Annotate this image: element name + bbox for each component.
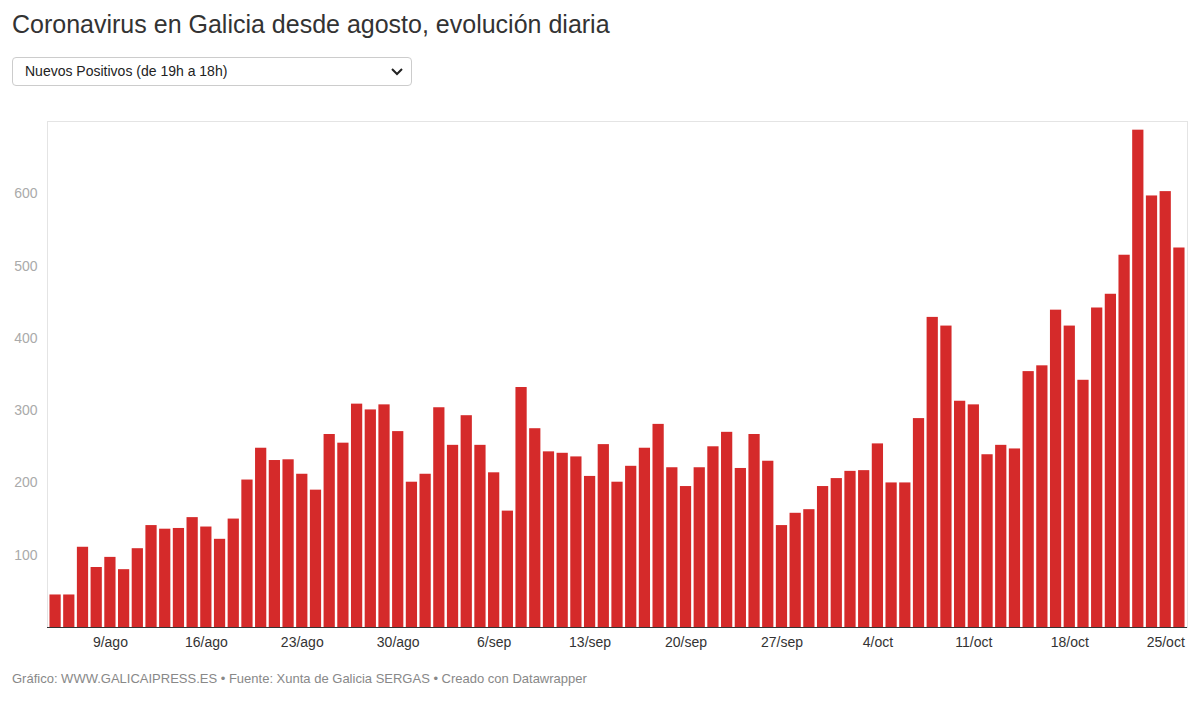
svg-text:18/oct: 18/oct <box>1051 634 1089 650</box>
svg-text:6/sep: 6/sep <box>477 634 511 650</box>
svg-text:23/ago: 23/ago <box>281 634 324 650</box>
html-text:Gráfico: WWW.GALICAIPRESS.ES •: Gráfico: WWW.GALICAIPRESS.ES • Fuente: X… <box>12 671 587 686</box>
svg-text:600: 600 <box>14 185 38 201</box>
svg-text:200: 200 <box>14 474 38 490</box>
html-text:Coronavirus en Galicia desde a: Coronavirus en Galicia desde agosto, evo… <box>12 10 610 38</box>
svg-text:300: 300 <box>14 402 38 418</box>
svg-text:100: 100 <box>14 547 38 563</box>
svg-text:30/ago: 30/ago <box>377 634 420 650</box>
svg-text:20/sep: 20/sep <box>665 634 707 650</box>
svg-text:16/ago: 16/ago <box>185 634 228 650</box>
svg-text:11/oct: 11/oct <box>955 634 992 650</box>
svg-text:13/sep: 13/sep <box>569 634 611 650</box>
svg-text:9/ago: 9/ago <box>93 634 128 650</box>
svg-text:25/oct: 25/oct <box>1147 634 1185 650</box>
svg-text:27/sep: 27/sep <box>761 634 803 650</box>
html-text:Nuevos Positivos (de 19h a 18h: Nuevos Positivos (de 19h a 18h) <box>25 63 228 79</box>
svg-text:4/oct: 4/oct <box>863 634 893 650</box>
svg-text:500: 500 <box>14 258 38 274</box>
svg-text:400: 400 <box>14 330 38 346</box>
